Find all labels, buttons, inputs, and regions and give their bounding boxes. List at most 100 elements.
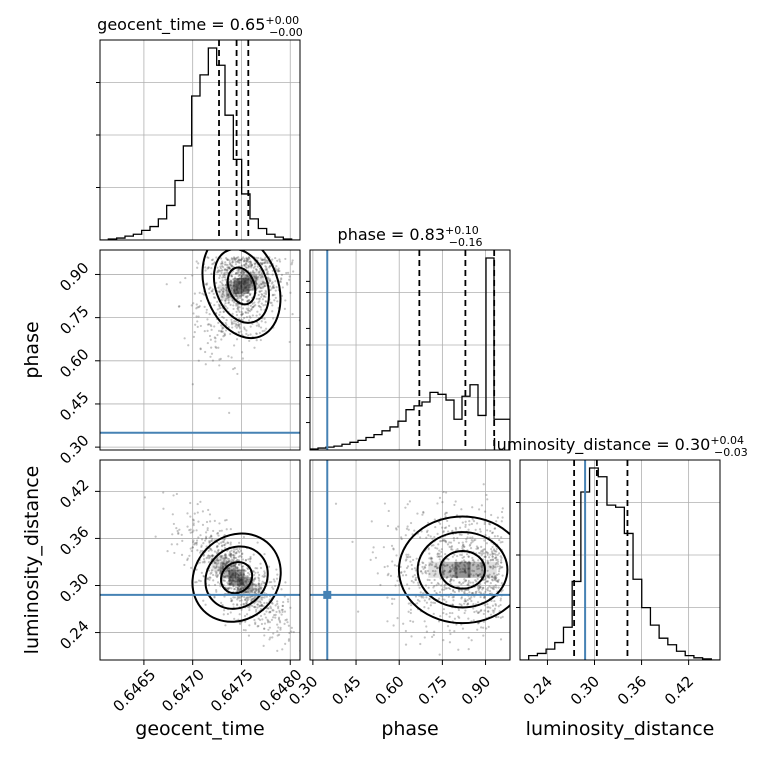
sample-point	[279, 628, 282, 631]
sample-point	[228, 570, 231, 574]
sample-point	[485, 551, 488, 554]
sample-point	[250, 281, 253, 285]
density-cell	[237, 576, 254, 593]
sample-point	[242, 282, 245, 286]
sample-point	[501, 574, 504, 577]
sample-point	[231, 259, 234, 262]
x-axis-label-phase: phase	[381, 718, 438, 740]
sample-point	[476, 567, 479, 571]
sample-point	[246, 258, 250, 262]
sample-point	[210, 569, 213, 572]
sample-point	[468, 523, 471, 526]
sample-point	[251, 598, 254, 601]
sample-point	[449, 541, 453, 544]
sample-point	[244, 278, 247, 281]
sample-point	[242, 289, 245, 292]
sample-point	[195, 568, 198, 571]
sample-point	[227, 355, 230, 358]
sample-point	[229, 554, 232, 557]
sample-point	[230, 549, 233, 552]
sample-point	[256, 567, 259, 570]
sample-point	[192, 524, 195, 527]
sample-point	[221, 579, 224, 582]
sample-point	[249, 286, 252, 289]
sample-point	[263, 329, 266, 332]
sample-point	[232, 564, 235, 568]
sample-point	[199, 551, 202, 554]
sample-point	[232, 304, 235, 307]
sample-point	[497, 578, 500, 581]
sample-point	[200, 544, 203, 547]
sample-point	[274, 613, 277, 616]
sample-point	[429, 562, 432, 565]
sample-point	[235, 326, 238, 329]
panel-phase-luminosity_distance	[334, 483, 510, 656]
sample-point	[446, 543, 450, 546]
sample-point	[271, 273, 274, 276]
sample-point	[241, 578, 244, 581]
sample-point	[280, 273, 284, 276]
sample-point	[500, 556, 503, 560]
sample-point	[254, 268, 257, 271]
sample-point	[246, 576, 249, 579]
sample-point	[491, 558, 494, 561]
sample-point	[252, 597, 255, 600]
x-tick-label: 0.45	[328, 672, 364, 708]
sample-point	[463, 599, 466, 603]
sample-point	[492, 585, 495, 588]
sample-point	[236, 287, 240, 290]
sample-point	[428, 597, 431, 600]
sample-point	[248, 283, 251, 287]
sample-point	[251, 314, 254, 317]
sample-point	[226, 581, 229, 584]
sample-point	[203, 561, 206, 564]
sample-point	[248, 293, 251, 296]
sample-point	[451, 548, 454, 551]
sample-point	[240, 567, 244, 570]
sample-point	[232, 556, 236, 560]
sample-point	[239, 588, 243, 591]
sample-point	[241, 357, 244, 360]
sample-point	[261, 281, 264, 285]
grid-lines	[547, 460, 690, 660]
sample-point	[244, 579, 247, 582]
sample-point	[443, 598, 446, 601]
sample-point	[272, 284, 275, 287]
sample-point	[448, 587, 452, 591]
sample-point	[281, 608, 284, 611]
sample-point	[446, 563, 449, 567]
sample-point	[223, 558, 226, 561]
sample-point	[270, 282, 273, 285]
sample-point	[286, 621, 289, 624]
sample-point	[491, 567, 494, 570]
sample-point	[216, 581, 220, 584]
sample-point	[197, 536, 200, 539]
sample-point	[228, 259, 231, 262]
sample-point	[230, 318, 233, 321]
sample-point	[423, 620, 426, 623]
sample-point	[206, 556, 209, 559]
sample-point	[268, 621, 271, 624]
sample-point	[203, 329, 206, 333]
sample-point	[209, 338, 212, 341]
sample-point	[476, 586, 480, 590]
sample-point	[240, 333, 244, 336]
sample-point	[475, 573, 478, 576]
sample-point	[266, 271, 269, 274]
sample-point	[246, 590, 249, 594]
sample-point	[248, 298, 251, 302]
sample-point	[236, 278, 240, 281]
sample-point	[271, 293, 275, 296]
sample-point	[427, 586, 430, 589]
sample-point	[244, 279, 247, 282]
sample-point	[273, 293, 276, 296]
sample-point	[477, 588, 480, 592]
sample-point	[223, 538, 226, 542]
sample-point	[449, 578, 452, 581]
sample-point	[240, 330, 243, 333]
sample-point	[472, 574, 475, 577]
sample-point	[211, 573, 215, 577]
sample-point	[228, 583, 231, 586]
sample-point	[232, 556, 235, 559]
sample-point	[219, 311, 222, 314]
